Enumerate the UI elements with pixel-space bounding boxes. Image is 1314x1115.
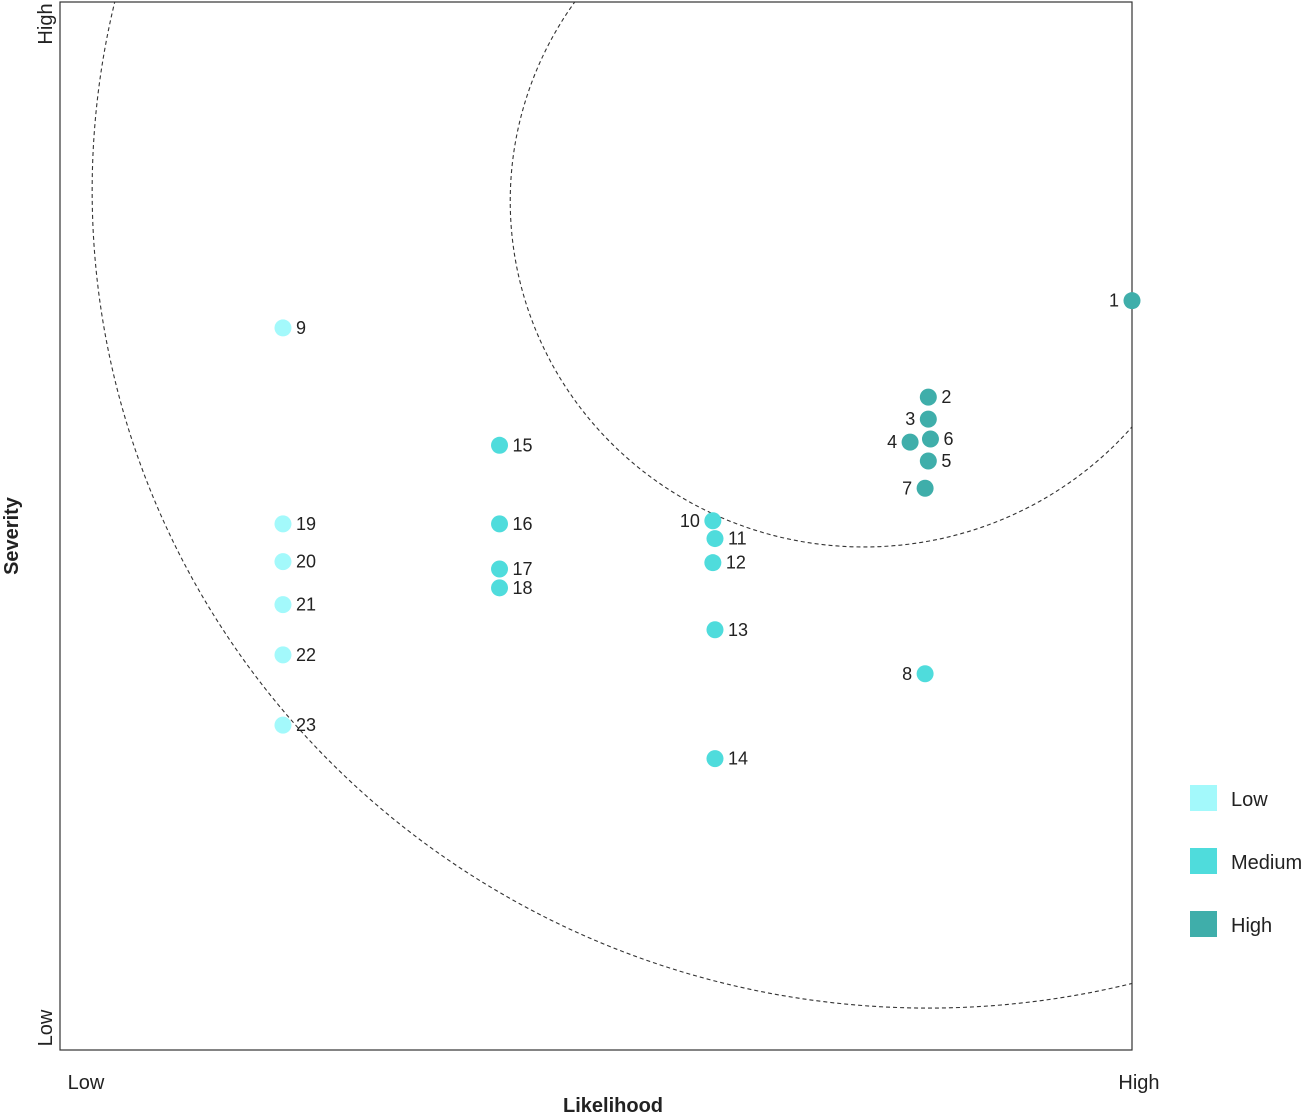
x-axis-high-label: High [1118, 1072, 1159, 1094]
risk-point-17[interactable] [491, 560, 509, 578]
y-axis-high-label: High [35, 3, 57, 44]
risk-point-label-13: 13 [728, 620, 748, 640]
legend-swatch-high [1190, 911, 1217, 937]
zone-boundary-2 [91, 2, 1132, 1009]
risk-point-6[interactable] [921, 430, 939, 448]
risk-point-4[interactable] [901, 433, 919, 451]
risk-point-21[interactable] [274, 596, 292, 614]
risk-point-5[interactable] [919, 452, 937, 470]
risk-point-23[interactable] [274, 716, 292, 734]
risk-point-2[interactable] [919, 388, 937, 406]
risk-point-label-19: 19 [296, 514, 316, 534]
risk-point-8[interactable] [916, 665, 934, 683]
risk-point-11[interactable] [706, 530, 724, 548]
risk-point-label-17: 17 [513, 559, 533, 579]
risk-point-label-22: 22 [296, 645, 316, 665]
risk-point-1[interactable] [1123, 292, 1141, 310]
legend-label-low: Low [1231, 789, 1268, 811]
risk-point-label-3: 3 [905, 409, 915, 429]
legend-swatch-medium [1190, 848, 1217, 874]
risk-point-label-5: 5 [941, 451, 951, 471]
risk-point-10[interactable] [704, 512, 722, 530]
risk-zone-boundaries [91, 2, 1132, 1009]
risk-point-7[interactable] [916, 479, 934, 497]
risk-point-label-12: 12 [726, 553, 746, 573]
legend: Low Medium High [1190, 785, 1302, 937]
risk-point-label-6: 6 [943, 429, 953, 449]
risk-point-22[interactable] [274, 646, 292, 664]
plot-frame [59, 1, 1133, 1051]
risk-point-label-8: 8 [902, 664, 912, 684]
risk-point-label-16: 16 [513, 514, 533, 534]
risk-point-19[interactable] [274, 515, 292, 533]
y-axis-title: Severity [1, 496, 23, 575]
x-axis-low-label: Low [68, 1072, 105, 1094]
risk-point-label-21: 21 [296, 595, 316, 615]
risk-point-14[interactable] [706, 750, 724, 768]
y-axis-low-label: Low [35, 1009, 57, 1046]
risk-point-label-4: 4 [887, 432, 897, 452]
risk-point-label-11: 11 [728, 529, 747, 549]
risk-point-3[interactable] [919, 410, 937, 428]
risk-point-label-20: 20 [296, 552, 316, 572]
risk-point-12[interactable] [704, 554, 722, 572]
risk-point-18[interactable] [491, 579, 509, 597]
risk-point-label-1: 1 [1109, 291, 1119, 311]
risk-point-15[interactable] [491, 436, 509, 454]
legend-swatch-low [1190, 785, 1217, 811]
zone-boundary-1 [509, 2, 1132, 548]
risk-point-label-7: 7 [902, 478, 912, 498]
risk-point-label-23: 23 [296, 715, 316, 735]
risk-point-16[interactable] [491, 515, 509, 533]
legend-label-high: High [1231, 915, 1272, 937]
risk-point-label-2: 2 [941, 387, 951, 407]
legend-label-medium: Medium [1231, 852, 1302, 874]
x-axis-title: Likelihood [563, 1095, 663, 1115]
risk-point-9[interactable] [274, 319, 292, 337]
risk-point-label-18: 18 [513, 578, 533, 598]
risk-point-label-9: 9 [296, 318, 306, 338]
risk-point-label-14: 14 [728, 749, 748, 769]
risk-point-13[interactable] [706, 621, 724, 639]
risk-point-20[interactable] [274, 553, 292, 571]
risk-point-label-10: 10 [680, 511, 700, 531]
risk-point-label-15: 15 [513, 435, 533, 455]
